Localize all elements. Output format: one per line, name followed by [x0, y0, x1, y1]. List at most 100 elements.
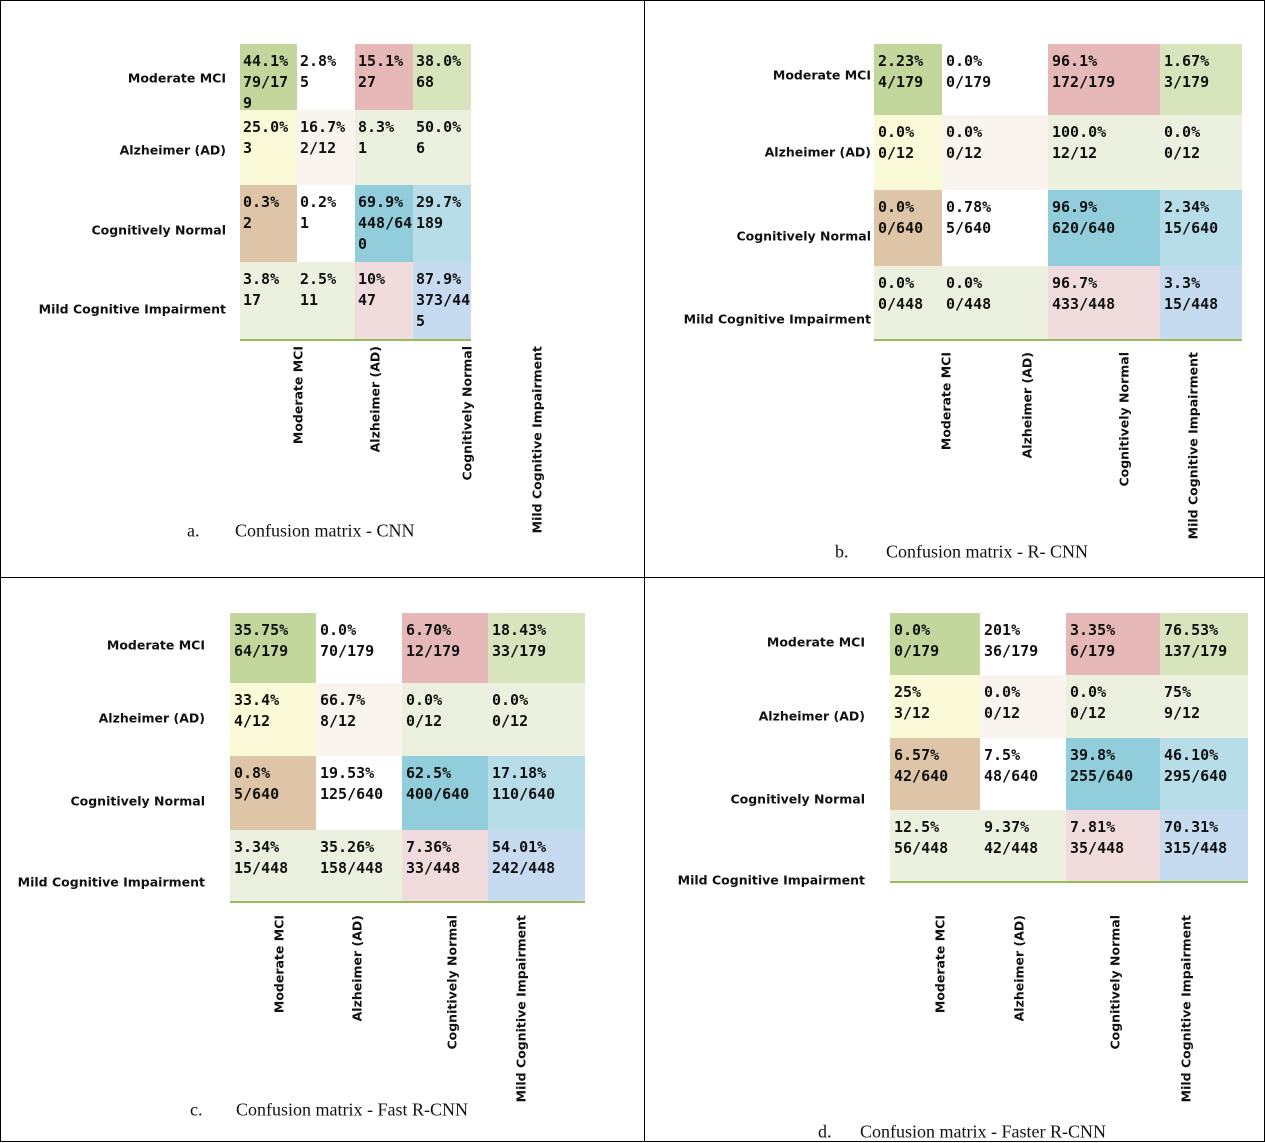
- cell-count: 0/12: [492, 712, 529, 730]
- cell-percent: 33.4%: [234, 691, 280, 709]
- cell-percent: 96.7%: [1052, 274, 1098, 292]
- matrix-cell: 39.8% 255/640: [1066, 738, 1160, 810]
- row-label: Alzheimer (AD): [764, 144, 871, 160]
- matrix-cell: 76.53% 137/179: [1160, 613, 1248, 675]
- cell-percent: 100.0%: [1052, 123, 1107, 141]
- cell-percent: 1.67%: [1164, 52, 1210, 70]
- cell-count: 48/640: [984, 767, 1039, 785]
- matrix-cell: 12.5% 56/448: [890, 810, 980, 882]
- cell-count: 295/640: [1164, 767, 1228, 785]
- row-label: Moderate MCI: [127, 70, 226, 86]
- matrix-cell: 0.0% 0/12: [980, 675, 1066, 738]
- matrix-cell: 96.9% 620/640: [1048, 190, 1160, 266]
- cell-count: 5: [300, 73, 310, 91]
- cell-percent: 6.57%: [894, 746, 940, 764]
- column-label: Cognitively Normal: [444, 915, 460, 1050]
- row-label: Cognitively Normal: [736, 228, 871, 244]
- cell-percent: 0.0%: [984, 683, 1021, 701]
- matrix-cell: 0.0% 0/12: [874, 115, 942, 190]
- matrix-cell: 7.5% 48/640: [980, 738, 1066, 810]
- matrix-cell: 25.0% 3: [240, 110, 297, 185]
- column-label: Mild Cognitive Impairment: [513, 915, 529, 1103]
- row-label: Cognitively Normal: [91, 222, 226, 238]
- cell-count: 42/448: [984, 839, 1039, 857]
- matrix-rule: [240, 339, 471, 341]
- caption: Confusion matrix - CNN: [235, 520, 415, 541]
- matrix-cell: 96.1% 172/179: [1048, 44, 1160, 115]
- cell-percent: 54.01%: [492, 838, 547, 856]
- caption-letter: a.: [187, 520, 200, 541]
- matrix-cell: 2.8% 5: [297, 44, 355, 110]
- cell-percent: 39.8%: [1070, 746, 1116, 764]
- cell-count: 448/640: [358, 214, 413, 253]
- matrix-cell: 0.0% 0/12: [402, 683, 488, 756]
- cell-percent: 2.23%: [878, 52, 924, 70]
- cell-count: 47: [358, 291, 377, 309]
- matrix-cell: 6.70% 12/179: [402, 613, 488, 683]
- cell-count: 1: [300, 214, 310, 232]
- column-label: Alzheimer (AD): [367, 346, 383, 453]
- matrix-cell: 35.75% 64/179: [230, 613, 316, 683]
- column-label: Moderate MCI: [271, 915, 287, 1014]
- column-label: Moderate MCI: [932, 915, 948, 1014]
- cell-percent: 18.43%: [492, 621, 547, 639]
- cell-percent: 0.0%: [492, 691, 529, 709]
- cell-percent: 0.0%: [894, 621, 931, 639]
- cell-percent: 2.34%: [1164, 198, 1210, 216]
- column-label: Alzheimer (AD): [1019, 352, 1035, 459]
- cell-percent: 0.78%: [946, 198, 992, 216]
- cell-count: 400/640: [406, 785, 470, 803]
- row-label: Cognitively Normal: [70, 793, 205, 809]
- matrix-cell: 0.0% 0/448: [874, 266, 942, 340]
- matrix-cell: 0.78% 5/640: [942, 190, 1048, 266]
- cell-count: 0/448: [878, 295, 924, 313]
- matrix-cell: 0.0% 0/640: [874, 190, 942, 266]
- matrix-cell: 0.0% 70/179: [316, 613, 402, 683]
- matrix-cell: 0.0% 0/448: [942, 266, 1048, 340]
- row-label: Mild Cognitive Impairment: [38, 301, 226, 317]
- matrix-cell: 0.0% 0/12: [1160, 115, 1242, 190]
- matrix-cell: 2.23% 4/179: [874, 44, 942, 115]
- matrix-cell: 100.0% 12/12: [1048, 115, 1160, 190]
- matrix-cell: 70.31% 315/448: [1160, 810, 1248, 882]
- cell-count: 172/179: [1052, 73, 1116, 91]
- cell-percent: 35.26%: [320, 838, 375, 856]
- matrix-cell: 54.01% 242/448: [488, 830, 585, 902]
- matrix-cell: 19.53% 125/640: [316, 756, 402, 830]
- cell-percent: 19.53%: [320, 764, 375, 782]
- cell-count: 4/12: [234, 712, 271, 730]
- caption-letter: d.: [818, 1121, 832, 1142]
- cell-count: 56/448: [894, 839, 949, 857]
- column-label: Alzheimer (AD): [1011, 915, 1027, 1022]
- cell-count: 33/448: [406, 859, 461, 877]
- row-label: Mild Cognitive Impairment: [683, 311, 871, 327]
- cell-percent: 38.0%: [416, 52, 462, 70]
- cell-count: 242/448: [492, 859, 556, 877]
- cell-count: 0/12: [984, 704, 1021, 722]
- cell-percent: 75%: [1164, 683, 1192, 701]
- cell-percent: 12.5%: [894, 818, 940, 836]
- cell-count: 110/640: [492, 785, 556, 803]
- row-label: Moderate MCI: [106, 637, 205, 653]
- matrix-cell: 0.8% 5/640: [230, 756, 316, 830]
- cell-percent: 10%: [358, 270, 386, 288]
- row-label: Mild Cognitive Impairment: [677, 872, 865, 888]
- cell-count: 3/12: [894, 704, 931, 722]
- cell-percent: 25.0%: [243, 118, 289, 136]
- cell-count: 6: [416, 139, 426, 157]
- column-label: Mild Cognitive Impairment: [529, 346, 545, 534]
- matrix-cell: 7.36% 33/448: [402, 830, 488, 902]
- matrix-cell: 0.0% 0/12: [942, 115, 1048, 190]
- cell-percent: 0.0%: [1070, 683, 1107, 701]
- matrix-cell: 29.7% 189: [413, 185, 471, 262]
- cell-percent: 69.9%: [358, 193, 404, 211]
- column-label: Mild Cognitive Impairment: [1178, 915, 1194, 1103]
- matrix-cell: 10% 47: [355, 262, 413, 340]
- matrix-cell: 6.57% 42/640: [890, 738, 980, 810]
- caption-letter: b.: [835, 541, 849, 562]
- cell-percent: 25%: [894, 683, 922, 701]
- cell-percent: 3.35%: [1070, 621, 1116, 639]
- matrix-cell: 38.0% 68: [413, 44, 471, 110]
- cell-count: 137/179: [1164, 642, 1228, 660]
